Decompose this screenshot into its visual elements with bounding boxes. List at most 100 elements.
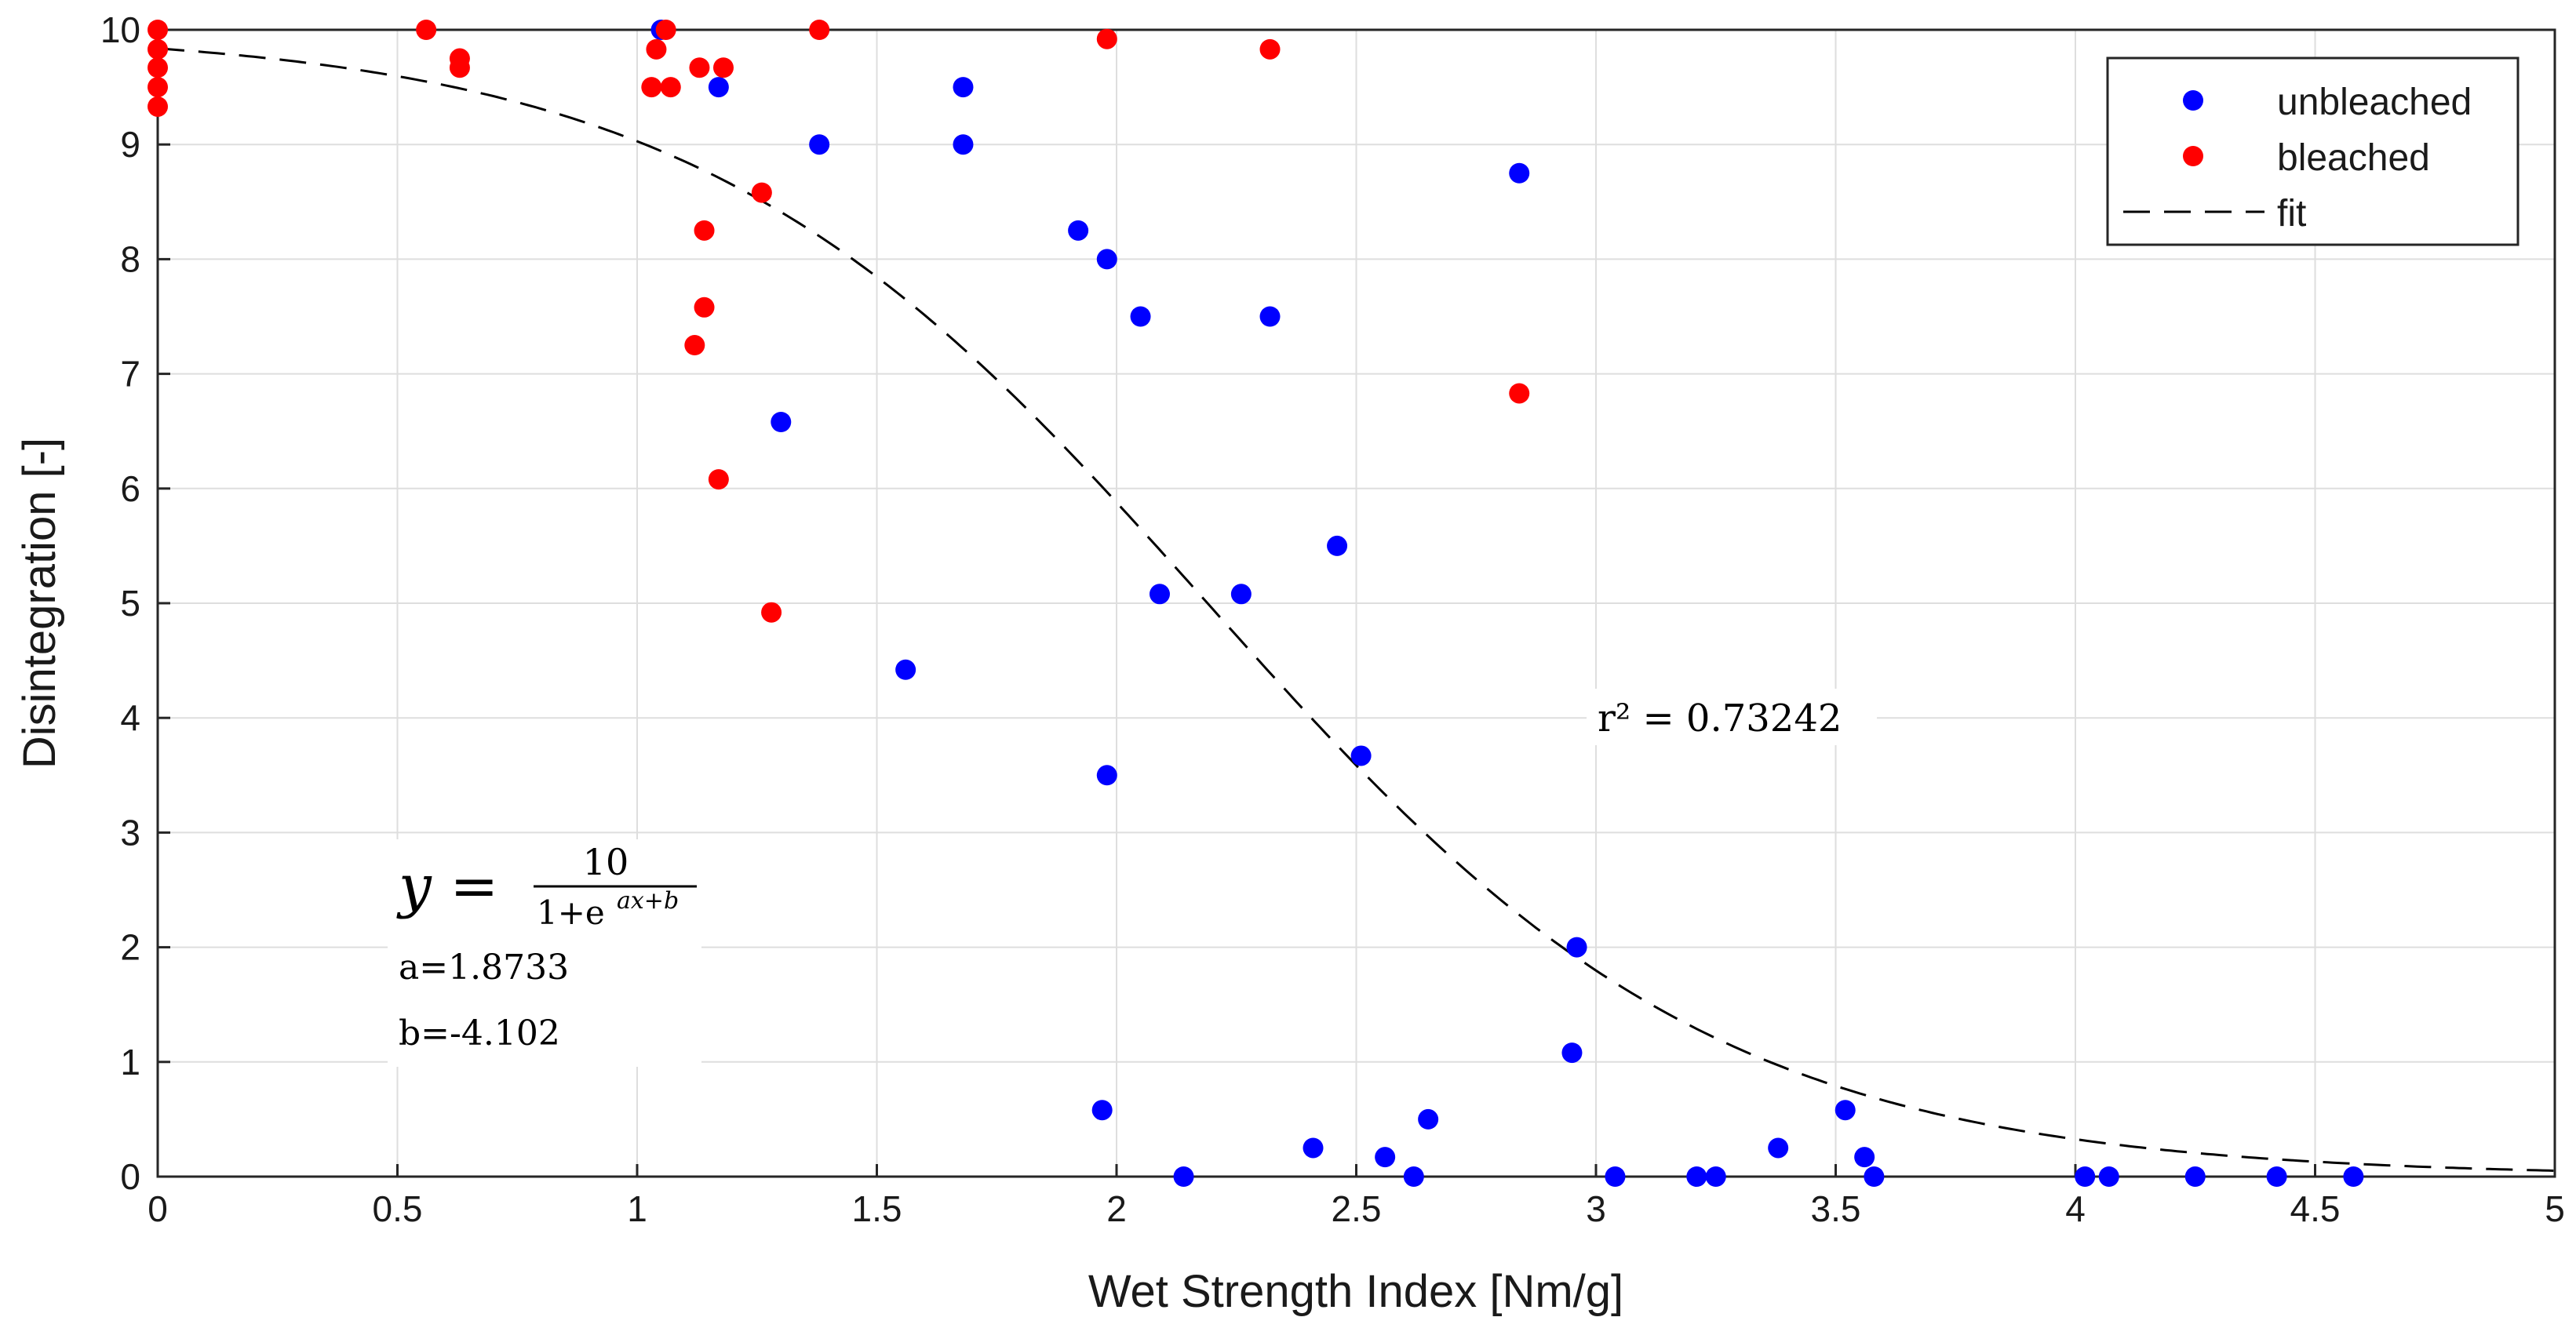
unbleached-point	[953, 77, 974, 98]
unbleached-point	[1091, 1100, 1113, 1121]
x-tick-label: 5	[2545, 1188, 2565, 1229]
bleached-point	[684, 335, 705, 356]
data-points	[148, 20, 2364, 1187]
y-tick-label: 0	[120, 1156, 140, 1197]
r2-annotation-text: r² = 0.73242	[1598, 697, 1842, 740]
y-tick-label: 7	[120, 354, 140, 395]
y-axis-label: Disintegration [-]	[14, 438, 65, 769]
x-tick-label: 2	[1106, 1188, 1127, 1229]
legend-marker-unbleached	[2183, 90, 2203, 111]
unbleached-point	[1835, 1100, 1856, 1121]
y-tick-label: 1	[120, 1042, 140, 1082]
equation-lhs: y =	[396, 853, 498, 920]
unbleached-point	[1096, 249, 1117, 270]
equation-annotation: y = 10 1+e ax+b a=1.8733 b=-4.102	[388, 839, 701, 1067]
bleached-point	[712, 57, 734, 78]
fit-curve	[157, 47, 2556, 1172]
x-tick-label: 4.5	[2290, 1188, 2341, 1229]
bleached-point	[1259, 38, 1281, 60]
x-tick-label: 1	[627, 1188, 647, 1229]
bleached-point	[751, 182, 772, 203]
legend-label-unbleached: unbleached	[2277, 82, 2472, 123]
bleached-point	[449, 57, 470, 78]
x-tick-label: 0	[148, 1188, 168, 1229]
y-tick-label: 10	[100, 9, 140, 50]
legend: unbleached bleached fit	[2106, 56, 2520, 246]
unbleached-point	[1864, 1166, 1885, 1187]
unbleached-point	[771, 412, 792, 433]
bleached-point	[694, 297, 715, 318]
unbleached-point	[2184, 1166, 2206, 1187]
y-tick-label: 6	[120, 468, 140, 509]
unbleached-point	[1605, 1166, 1626, 1187]
x-tick-label: 3.5	[1811, 1188, 1861, 1229]
r2-annotation-background	[1587, 689, 1877, 745]
unbleached-point	[1418, 1108, 1439, 1130]
x-tick-label: 1.5	[852, 1188, 902, 1229]
bleached-point	[708, 469, 729, 490]
unbleached-point	[1096, 765, 1117, 786]
x-tick-label: 3	[1586, 1188, 1606, 1229]
bleached-point	[689, 57, 710, 78]
y-tick-label: 5	[120, 583, 140, 624]
unbleached-point	[1561, 1042, 1583, 1064]
equation-annotation-background	[388, 839, 701, 1067]
bleached-point	[694, 220, 715, 241]
unbleached-point	[1230, 584, 1252, 605]
unbleached-point	[2098, 1166, 2119, 1187]
bleached-point	[148, 57, 168, 78]
unbleached-point	[1854, 1147, 1875, 1168]
coefficient-b: b=-4.102	[399, 1013, 560, 1053]
x-tick-label: 0.5	[373, 1188, 423, 1229]
x-tick-label: 4	[2065, 1188, 2086, 1229]
unbleached-point	[1068, 220, 1089, 241]
bleached-point	[148, 77, 168, 98]
bleached-point	[641, 77, 662, 98]
bleached-point	[1509, 383, 1530, 404]
equation-numerator: 10	[583, 841, 629, 883]
unbleached-point	[953, 134, 974, 155]
unbleached-point	[1303, 1137, 1324, 1159]
legend-box	[2106, 56, 2520, 246]
bleached-point	[1096, 28, 1117, 49]
unbleached-point	[1686, 1166, 1707, 1187]
unbleached-point	[895, 659, 916, 680]
unbleached-point	[1173, 1166, 1194, 1187]
unbleached-point	[1350, 745, 1372, 766]
legend-label-bleached: bleached	[2277, 137, 2430, 179]
bleached-point	[809, 20, 830, 40]
unbleached-point	[1327, 535, 1348, 556]
unbleached-point	[1375, 1147, 1396, 1168]
unbleached-point	[708, 77, 729, 98]
unbleached-point	[1509, 162, 1530, 184]
unbleached-point	[2266, 1166, 2287, 1187]
unbleached-point	[1259, 306, 1281, 327]
axis-ticks: 0 0.5 1 1.5 2 2.5 3 3.5 4 4.5 5 0 1 2 3 4 5 6 7 8 9 10	[100, 9, 2565, 1229]
y-tick-label: 3	[120, 812, 140, 853]
bleached-point	[660, 77, 681, 98]
bleached-point	[148, 38, 168, 60]
unbleached-point	[1566, 937, 1587, 958]
y-tick-label: 8	[120, 238, 140, 279]
y-tick-label: 2	[120, 927, 140, 968]
bleached-point	[148, 96, 168, 117]
unbleached-point	[2343, 1166, 2364, 1187]
unbleached-point	[1130, 306, 1151, 327]
coefficient-a: a=1.8733	[399, 948, 569, 988]
bleached-point	[148, 20, 168, 40]
unbleached-point	[809, 134, 830, 155]
bleached-point	[655, 20, 676, 40]
equation-exponent: ax+b	[617, 887, 679, 915]
x-axis-label: Wet Strength Index [Nm/g]	[1088, 1266, 1623, 1317]
unbleached-point	[1149, 584, 1170, 605]
bleached-point	[416, 20, 437, 40]
r2-annotation: r² = 0.73242	[1587, 689, 1877, 745]
y-tick-label: 9	[120, 124, 140, 165]
bleached-point	[646, 38, 667, 60]
legend-label-fit: fit	[2277, 193, 2306, 235]
unbleached-point	[1768, 1137, 1789, 1159]
unbleached-point	[1403, 1166, 1424, 1187]
y-tick-label: 4	[120, 697, 140, 738]
unbleached-point	[2075, 1166, 2096, 1187]
